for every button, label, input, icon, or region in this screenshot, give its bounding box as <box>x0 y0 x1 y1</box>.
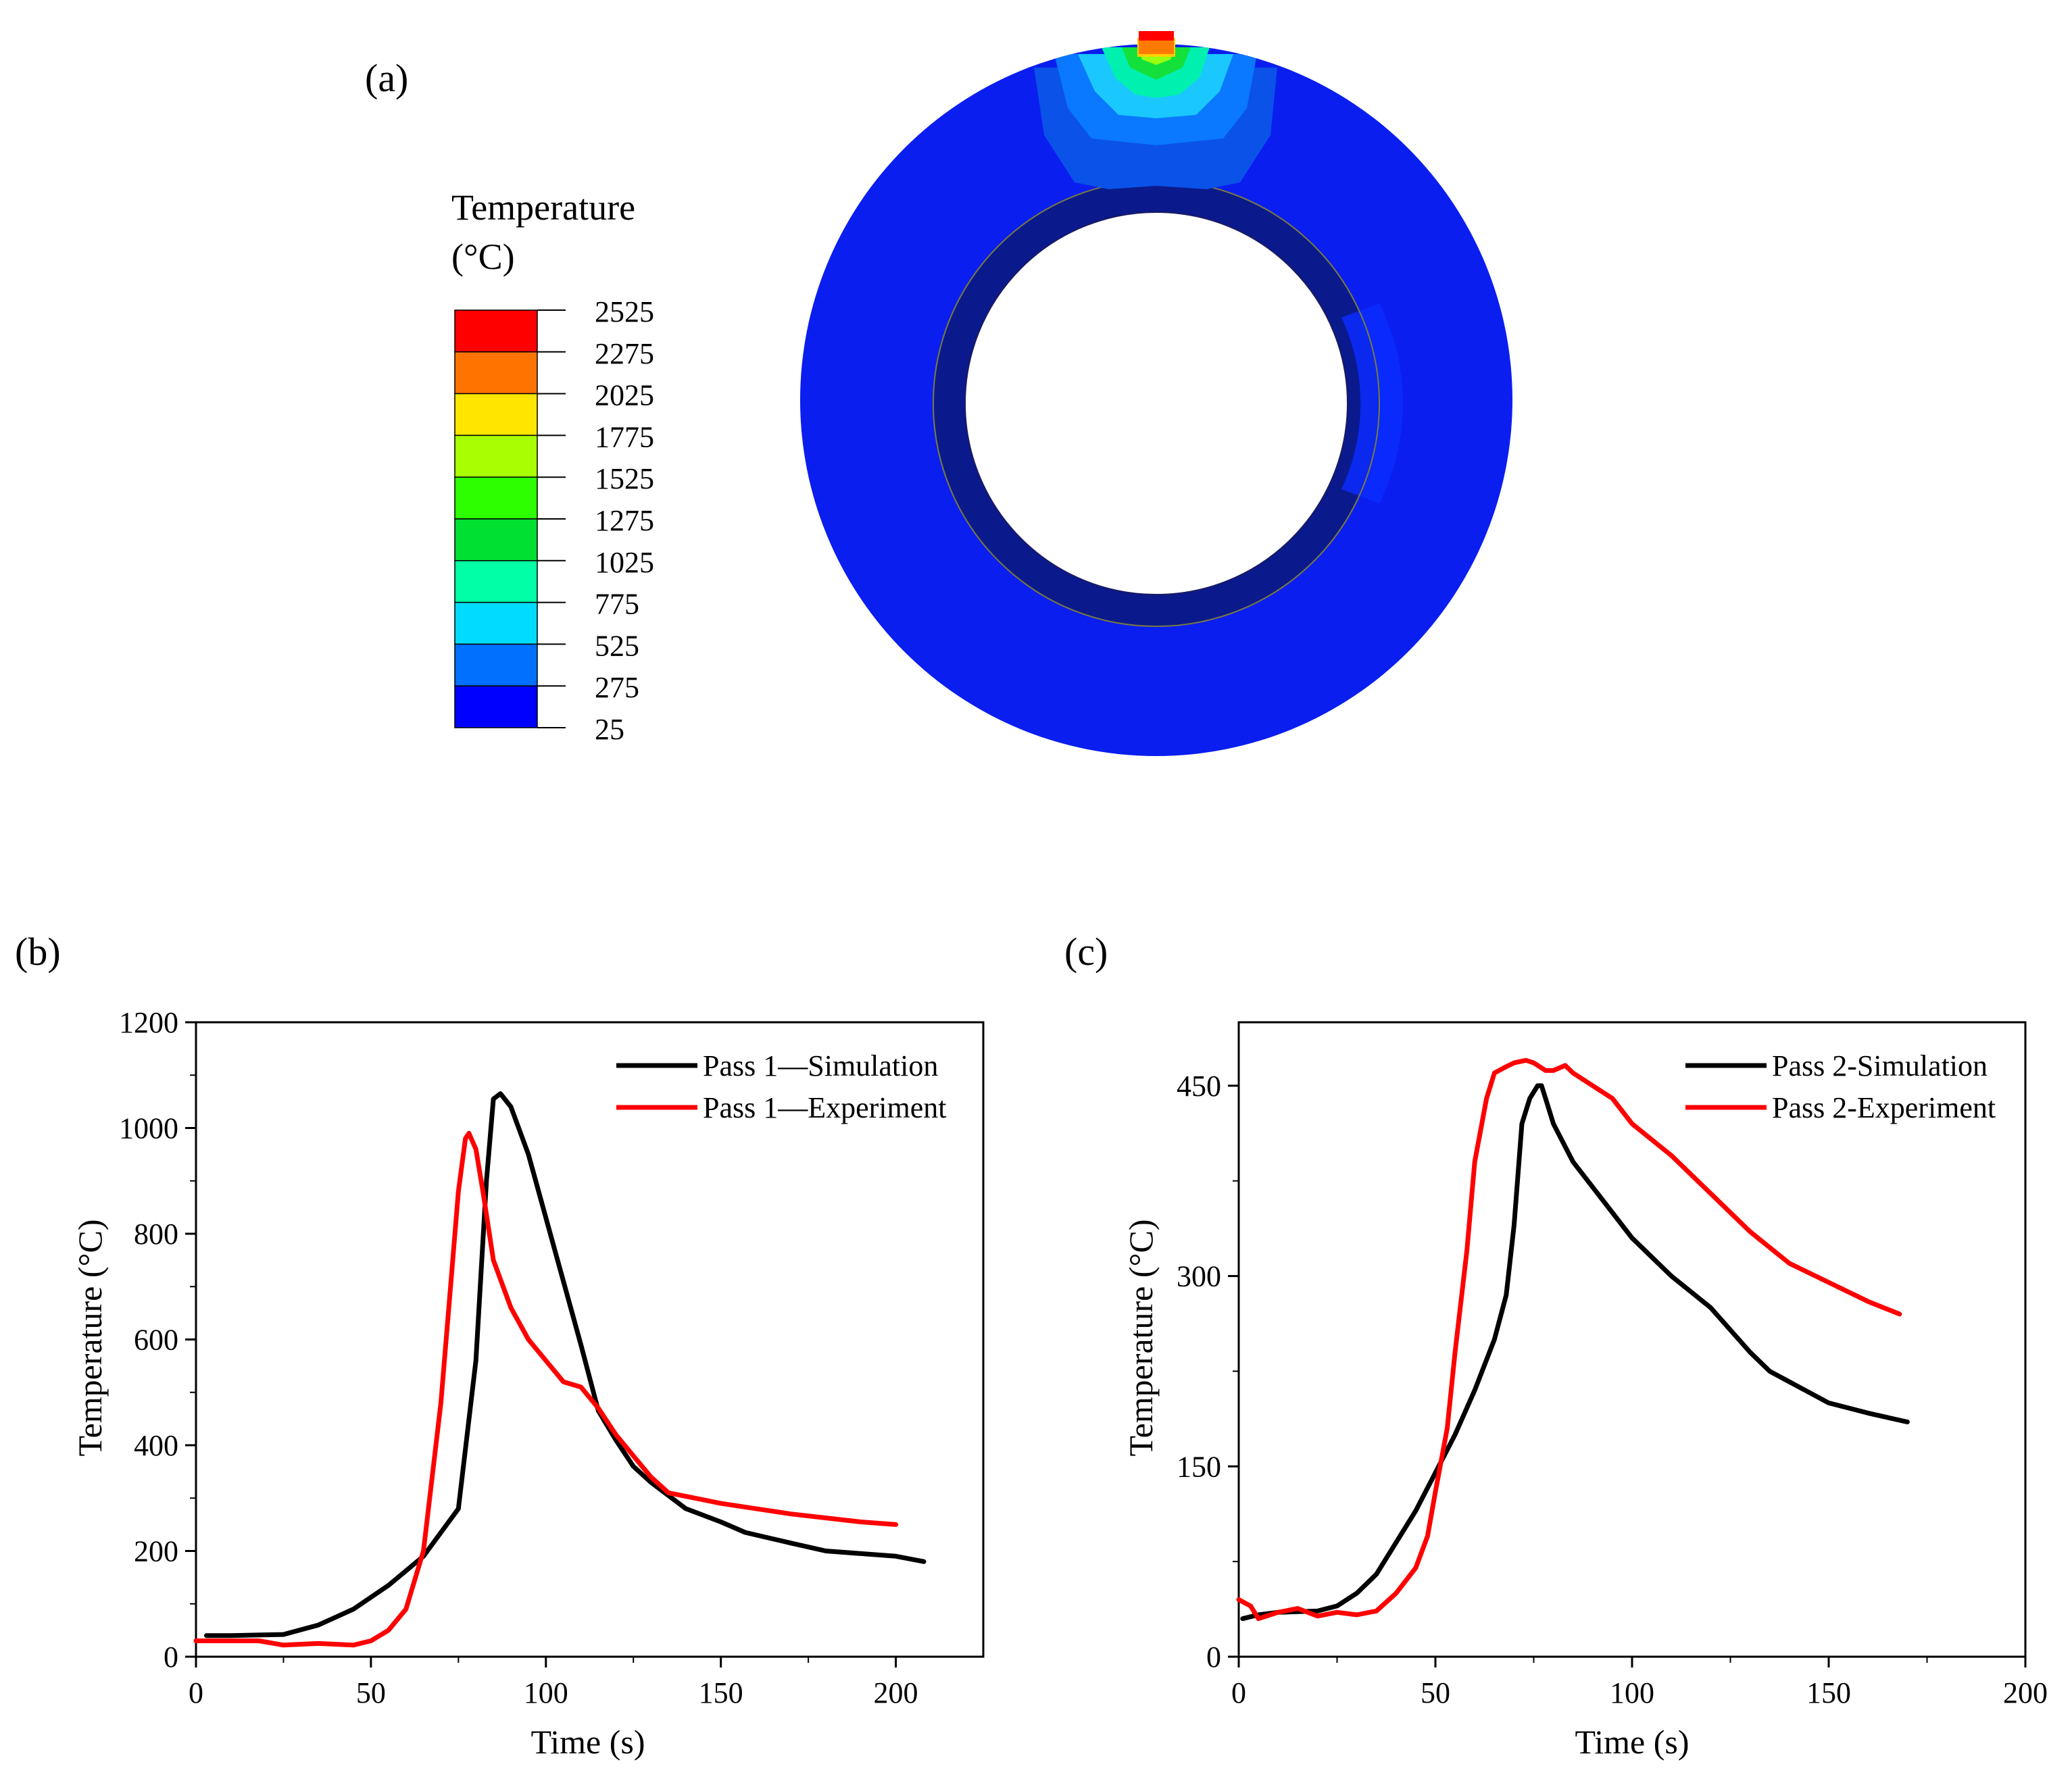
legend-color-swatch <box>454 351 538 395</box>
ring-body <box>800 44 1512 756</box>
chart-pass2-legend: Pass 2-Simulation Pass 2-Experiment <box>1685 1049 1996 1124</box>
y-tick-label: 1000 <box>119 1112 178 1145</box>
legend-color-swatch <box>454 476 538 520</box>
legend-value-label: 2525 <box>595 295 654 328</box>
legend-value-label: 1525 <box>595 462 654 495</box>
legend-color-swatch <box>454 518 538 561</box>
bore-edge <box>964 211 1348 595</box>
y-tick-label: 0 <box>164 1640 178 1674</box>
series-line-experiment <box>193 1130 899 1648</box>
chart-pass1-legend: Pass 1—Simulation Pass 1—Experiment <box>616 1049 947 1124</box>
legend-value-label: 525 <box>595 629 639 662</box>
legend-entry-label: Pass 1—Simulation <box>703 1049 938 1082</box>
x-tick-label: 0 <box>189 1676 203 1709</box>
chart-pass1-axes: 0 50 100 150 200 0 200 400 600 800 1000 1200 <box>119 1006 985 1709</box>
legend-title-line1: Temperature <box>451 187 635 228</box>
legend-value-label: 2275 <box>595 337 654 370</box>
temperature-legend-labels: 2525 2275 2025 1775 1525 1275 1025 775 525 275 25 <box>537 295 654 746</box>
y-tick-label: 450 <box>1177 1070 1221 1103</box>
legend-color-swatch <box>454 685 538 728</box>
heat-contours <box>1034 44 1277 189</box>
x-tick-label: 200 <box>874 1676 918 1709</box>
chart-pass2-series <box>1236 1057 1910 1622</box>
chart-pass1-series <box>193 1091 927 1648</box>
ring-inner-band-right <box>1341 303 1404 503</box>
y-tick-label: 400 <box>134 1429 178 1462</box>
x-tick-label: 50 <box>1421 1676 1450 1709</box>
series-line-simulation <box>204 1091 927 1638</box>
legend-color-swatch <box>454 434 538 478</box>
chart-pass2: (c) 0 50 100 150 200 0 150 300 450 Pass 2-Simula… <box>1064 930 2048 1761</box>
panel-a-label: (a) <box>365 56 408 100</box>
y-tick-label: 150 <box>1177 1450 1221 1483</box>
temperature-color-legend <box>454 309 538 728</box>
panel-a: (a) Temperature (°C) 2525 2275 2025 1775 152… <box>365 31 1512 756</box>
legend-value-label: 775 <box>595 588 639 621</box>
legend-value-label: 1275 <box>595 504 654 537</box>
x-tick-label: 0 <box>1231 1676 1246 1709</box>
legend-color-swatch <box>454 601 538 645</box>
chart-pass1-y-axis-label: Temperature (°C) <box>71 1219 109 1456</box>
legend-title-line2: (°C) <box>451 236 515 277</box>
y-tick-label: 600 <box>134 1324 178 1357</box>
chart-pass2-axes: 0 50 100 150 200 0 150 300 450 <box>1177 1021 2048 1709</box>
weld-bead-top <box>1139 31 1174 41</box>
chart-pass1: (b) 0 50 100 150 200 0 200 400 600 800 1000 1200 Pa… <box>15 930 985 1761</box>
legend-color-swatch <box>454 393 538 436</box>
chart-pass1-x-axis-label: Time (s) <box>531 1723 645 1761</box>
panel-b-label: (b) <box>15 930 61 974</box>
legend-entry-label: Pass 2-Experiment <box>1772 1091 1996 1124</box>
legend-value-label: 275 <box>595 671 639 704</box>
weld-bead-mid <box>1139 41 1174 54</box>
legend-entry-label: Pass 1—Experiment <box>703 1091 947 1124</box>
legend-value-label: 2025 <box>595 379 654 412</box>
ring-cross-section <box>800 31 1512 756</box>
x-tick-label: 100 <box>524 1676 568 1709</box>
chart-pass2-x-axis-label: Time (s) <box>1575 1723 1689 1761</box>
y-tick-label: 800 <box>134 1218 178 1251</box>
legend-color-swatch <box>454 643 538 686</box>
legend-value-label: 1025 <box>595 546 654 579</box>
panel-c-label: (c) <box>1064 930 1108 974</box>
x-tick-label: 100 <box>1610 1676 1654 1709</box>
x-tick-label: 200 <box>2003 1676 2048 1709</box>
legend-value-label: 1775 <box>595 420 654 453</box>
chart-pass2-y-axis-label: Temperature (°C) <box>1122 1219 1160 1456</box>
series-line-simulation <box>1240 1083 1910 1622</box>
y-tick-label: 200 <box>134 1535 178 1568</box>
x-tick-label: 150 <box>1806 1676 1851 1709</box>
x-tick-label: 50 <box>356 1676 386 1709</box>
legend-entry-label: Pass 2-Simulation <box>1772 1049 1988 1082</box>
y-tick-label: 0 <box>1206 1640 1221 1674</box>
x-tick-label: 150 <box>699 1676 743 1709</box>
legend-value-label: 25 <box>595 713 624 746</box>
y-tick-label: 300 <box>1177 1260 1221 1293</box>
series-line-experiment <box>1236 1057 1902 1622</box>
y-tick-label: 1200 <box>119 1006 178 1039</box>
legend-color-swatch <box>454 309 538 353</box>
legend-color-swatch <box>454 560 538 603</box>
